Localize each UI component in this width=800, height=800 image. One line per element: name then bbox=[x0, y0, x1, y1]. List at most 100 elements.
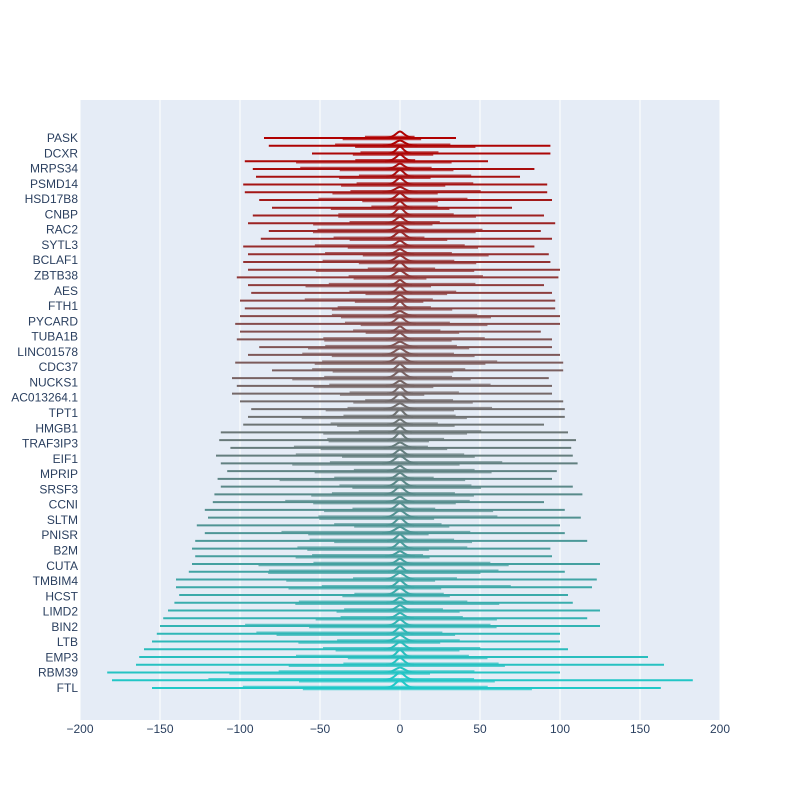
y-tick-label: SYTL3 bbox=[41, 238, 78, 252]
ridge-series-trace bbox=[220, 478, 573, 489]
y-tick-label: TPT1 bbox=[49, 406, 79, 420]
y-tick-label: PASK bbox=[47, 131, 78, 145]
y-tick-label: FTH1 bbox=[48, 299, 78, 313]
ridge-series-trace bbox=[236, 332, 552, 342]
ridge-series-trace bbox=[152, 634, 560, 644]
y-tick-label: NUCKS1 bbox=[29, 375, 78, 389]
x-tick-label: 150 bbox=[630, 722, 650, 736]
y-tick-label: LTB bbox=[57, 635, 78, 649]
ridge-series-trace bbox=[156, 626, 560, 637]
y-tick-label: TUBA1B bbox=[31, 330, 78, 344]
ridge-series-trace bbox=[240, 392, 564, 404]
ridge-series-trace bbox=[235, 315, 560, 327]
ridge-series-trace bbox=[272, 363, 564, 373]
ridge-series-trace bbox=[240, 325, 541, 334]
ridge-series-trace bbox=[272, 200, 512, 210]
ridge-series-trace bbox=[243, 239, 535, 249]
ridge-series bbox=[107, 130, 693, 691]
ridge-series-trace bbox=[268, 224, 541, 234]
ridge-series-trace bbox=[152, 679, 661, 691]
y-tick-label: HMGB1 bbox=[35, 421, 78, 435]
ridge-series-trace bbox=[227, 464, 557, 474]
ridge-series-trace bbox=[259, 340, 552, 350]
ridge-series-trace bbox=[240, 293, 556, 303]
y-tick-label: SRSF3 bbox=[39, 482, 78, 496]
x-tick-label: −100 bbox=[226, 722, 253, 736]
ridge-series-trace bbox=[179, 586, 568, 598]
ridge-series-trace bbox=[217, 472, 552, 482]
ridge-series-trace bbox=[139, 648, 648, 660]
y-tick-label: CNBP bbox=[45, 207, 78, 221]
ridge-series-trace bbox=[248, 248, 549, 257]
ridge-series-trace bbox=[195, 533, 588, 544]
ridge-series-trace bbox=[107, 666, 560, 675]
ridge-series-trace bbox=[214, 485, 583, 497]
ridge-series-trace bbox=[243, 418, 544, 427]
ridge-series-trace bbox=[251, 285, 552, 296]
ridge-series-trace bbox=[248, 215, 556, 226]
ridge-series-trace bbox=[136, 656, 664, 668]
ridge-series-trace bbox=[144, 640, 568, 652]
y-tick-label: CDC37 bbox=[39, 360, 79, 374]
ridge-series-trace bbox=[268, 139, 551, 148]
ridge-series-trace bbox=[232, 369, 549, 381]
ridge-series-trace bbox=[220, 454, 578, 466]
ridge-series-trace bbox=[256, 168, 520, 179]
y-tick-label: MRPS34 bbox=[30, 162, 78, 176]
y-tick-label: B2M bbox=[53, 544, 78, 558]
ridge-series-trace bbox=[160, 618, 600, 629]
ridge-series-trace bbox=[204, 526, 565, 536]
y-tick-label: EIF1 bbox=[53, 452, 79, 466]
y-tick-label: EMP3 bbox=[45, 650, 78, 664]
y-tick-label: CCNI bbox=[49, 498, 78, 512]
ridge-series-trace bbox=[208, 509, 581, 520]
y-tick-label: BIN2 bbox=[51, 620, 78, 634]
ridge-series-trace bbox=[244, 185, 548, 195]
y-tick-label: PNISR bbox=[41, 528, 78, 542]
ridge-series-trace bbox=[176, 579, 592, 590]
y-tick-label: BCLAF1 bbox=[33, 253, 79, 267]
ridge-series-trace bbox=[192, 540, 551, 551]
y-tick-label: HCST bbox=[45, 589, 78, 603]
y-tick-label: AC013264.1 bbox=[11, 391, 78, 405]
y-tick-label: CUTA bbox=[46, 559, 78, 573]
ridge-series-trace bbox=[174, 596, 573, 606]
y-tick-label: HSD17B8 bbox=[25, 192, 79, 206]
ridge-series-trace bbox=[243, 176, 548, 187]
ridge-series-trace bbox=[168, 604, 600, 613]
ridge-series-trace bbox=[260, 230, 552, 241]
ridge-series-trace bbox=[219, 431, 576, 443]
y-tick-label: DCXR bbox=[44, 146, 78, 160]
ridge-series-trace bbox=[248, 278, 544, 288]
y-tick-label: TMBIM4 bbox=[33, 574, 79, 588]
y-tick-label: FTL bbox=[57, 681, 79, 695]
y-tick-label: SLTM bbox=[47, 513, 78, 527]
y-tick-label: PYCARD bbox=[28, 314, 78, 328]
x-tick-label: −150 bbox=[146, 722, 173, 736]
y-tick-label: TRAF3IP3 bbox=[22, 437, 78, 451]
y-tick-label: AES bbox=[54, 284, 78, 298]
y-tick-label: LIMD2 bbox=[43, 605, 79, 619]
y-tick-label: RBM39 bbox=[38, 666, 78, 680]
x-tick-label: 200 bbox=[710, 722, 730, 736]
ridge-series-trace bbox=[212, 495, 544, 505]
ridge-series-trace bbox=[248, 408, 565, 420]
ridge-series-trace bbox=[244, 153, 488, 164]
ridge-series-trace bbox=[176, 571, 597, 582]
ridge-series-trace bbox=[248, 261, 560, 272]
ridge-series-trace bbox=[252, 162, 535, 172]
x-tick-label: −50 bbox=[310, 722, 331, 736]
ridge-series-trace bbox=[236, 379, 552, 389]
y-tick-label: ZBTB38 bbox=[34, 269, 78, 283]
ridge-series-trace bbox=[312, 145, 551, 156]
ridge-series-trace bbox=[230, 441, 572, 451]
ridge-series-trace bbox=[251, 402, 565, 412]
x-tick-label: −200 bbox=[66, 722, 93, 736]
ridge-series-trace bbox=[232, 385, 552, 396]
y-tick-label: MPRIP bbox=[40, 467, 78, 481]
ridge-series-trace bbox=[220, 425, 568, 435]
ridge-series-trace bbox=[188, 565, 565, 575]
ridge-series-trace bbox=[244, 300, 556, 311]
